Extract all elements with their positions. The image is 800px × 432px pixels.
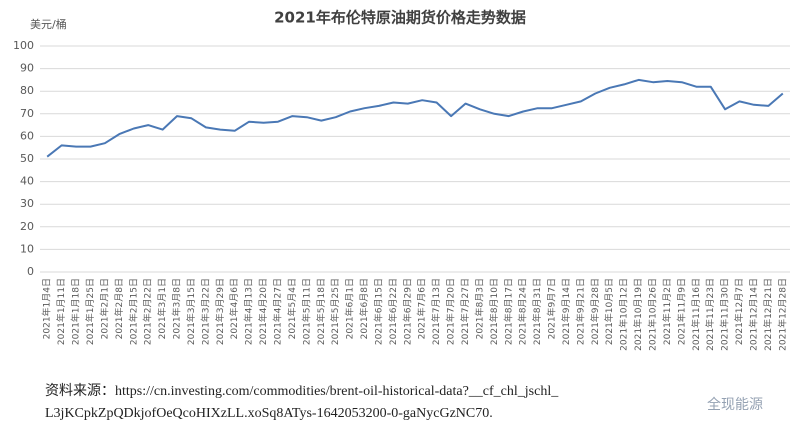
x-tick-label: 2021年6月29日 xyxy=(401,278,413,345)
x-tick-label: 2021年1月4日 xyxy=(41,278,53,339)
x-tick-label: 2021年8月10日 xyxy=(488,278,500,345)
x-tick-label: 2021年7月6日 xyxy=(416,278,428,339)
x-tick-label: 2021年11月9日 xyxy=(675,278,687,345)
x-tick-label: 2021年9月14日 xyxy=(560,278,572,345)
x-tick-label: 2021年12月28日 xyxy=(776,278,788,351)
x-tick-label: 2021年11月23日 xyxy=(704,278,716,351)
x-tick-label: 2021年1月11日 xyxy=(55,278,67,345)
x-tick-label: 2021年10月5日 xyxy=(603,278,615,345)
x-tick-label: 2021年3月1日 xyxy=(156,278,168,339)
x-tick-label: 2021年4月6日 xyxy=(228,278,240,339)
x-tick-label: 2021年7月13日 xyxy=(430,278,442,345)
y-tick-label: 20 xyxy=(20,220,34,233)
x-tick-label: 2021年3月8日 xyxy=(171,278,183,339)
x-tick-label: 2021年6月22日 xyxy=(387,278,399,345)
x-tick-label: 2021年11月16日 xyxy=(690,278,702,351)
x-tick-label: 2021年5月4日 xyxy=(286,278,298,339)
y-tick-label: 60 xyxy=(20,129,34,142)
y-tick-label: 80 xyxy=(20,84,34,97)
y-tick-label: 100 xyxy=(13,39,34,52)
x-tick-label: 2021年1月18日 xyxy=(70,278,82,345)
x-tick-label: 2021年4月20日 xyxy=(257,278,269,345)
x-tick-label: 2021年9月21日 xyxy=(574,278,586,345)
x-tick-label: 2021年8月24日 xyxy=(517,278,529,345)
y-tick-label: 0 xyxy=(27,265,34,278)
x-tick-label: 2021年2月1日 xyxy=(98,278,110,339)
x-tick-label: 2021年8月3日 xyxy=(473,278,485,339)
x-tick-label: 2021年4月27日 xyxy=(271,278,283,345)
x-tick-label: 2021年8月31日 xyxy=(531,278,543,345)
x-tick-label: 2021年10月19日 xyxy=(632,278,644,351)
x-tick-label: 2021年9月28日 xyxy=(589,278,601,345)
source-line: 资料来源：https://cn.investing.com/commoditie… xyxy=(45,383,559,399)
x-tick-label: 2021年3月29日 xyxy=(214,278,226,345)
x-tick-label: 2021年6月8日 xyxy=(358,278,370,339)
x-tick-label: 2021年4月13日 xyxy=(243,278,255,345)
x-tick-label: 2021年11月30日 xyxy=(719,278,731,351)
price-line xyxy=(46,78,784,158)
x-tick-label: 2021年10月12日 xyxy=(618,278,630,351)
y-tick-label: 50 xyxy=(20,152,34,165)
x-tick-label: 2021年9月7日 xyxy=(546,278,558,339)
x-tick-label: 2021年12月7日 xyxy=(733,278,745,345)
y-axis-label: 美元/桶 xyxy=(30,17,67,31)
x-tick-label: 2021年8月17日 xyxy=(502,278,514,345)
x-tick-label: 2021年7月20日 xyxy=(445,278,457,345)
x-tick-label: 2021年2月8日 xyxy=(113,278,125,339)
x-tick-label: 2021年3月22日 xyxy=(199,278,211,345)
x-tick-label: 2021年12月14日 xyxy=(747,278,759,351)
y-tick-label: 10 xyxy=(20,242,34,255)
x-tick-label: 2021年3月15日 xyxy=(185,278,197,345)
y-tick-label: 90 xyxy=(20,62,34,75)
x-tick-label: 2021年6月1日 xyxy=(344,278,356,339)
x-tick-label: 2021年5月25日 xyxy=(329,278,341,345)
x-tick-label: 2021年12月21日 xyxy=(762,278,774,351)
y-tick-label: 70 xyxy=(20,107,34,120)
x-tick-label: 2021年2月15日 xyxy=(127,278,139,345)
watermark: 全现能源 xyxy=(707,396,763,413)
x-tick-label: 2021年6月15日 xyxy=(372,278,384,345)
x-tick-label: 2021年5月11日 xyxy=(300,278,312,345)
y-tick-label: 30 xyxy=(20,197,34,210)
x-tick-label: 2021年5月18日 xyxy=(315,278,327,345)
x-tick-label: 2021年1月25日 xyxy=(84,278,96,345)
source-line: L3jKCpkZpQDkjofOeQcoHIXzLL.xoSq8ATys-164… xyxy=(45,406,493,421)
x-tick-label: 2021年11月2日 xyxy=(661,278,673,345)
y-tick-label: 40 xyxy=(20,175,34,188)
x-tick-label: 2021年7月27日 xyxy=(459,278,471,345)
chart-title: 2021年布伦特原油期货价格走势数据 xyxy=(274,9,526,27)
x-tick-label: 2021年2月22日 xyxy=(142,278,154,345)
x-tick-label: 2021年10月26日 xyxy=(646,278,658,351)
